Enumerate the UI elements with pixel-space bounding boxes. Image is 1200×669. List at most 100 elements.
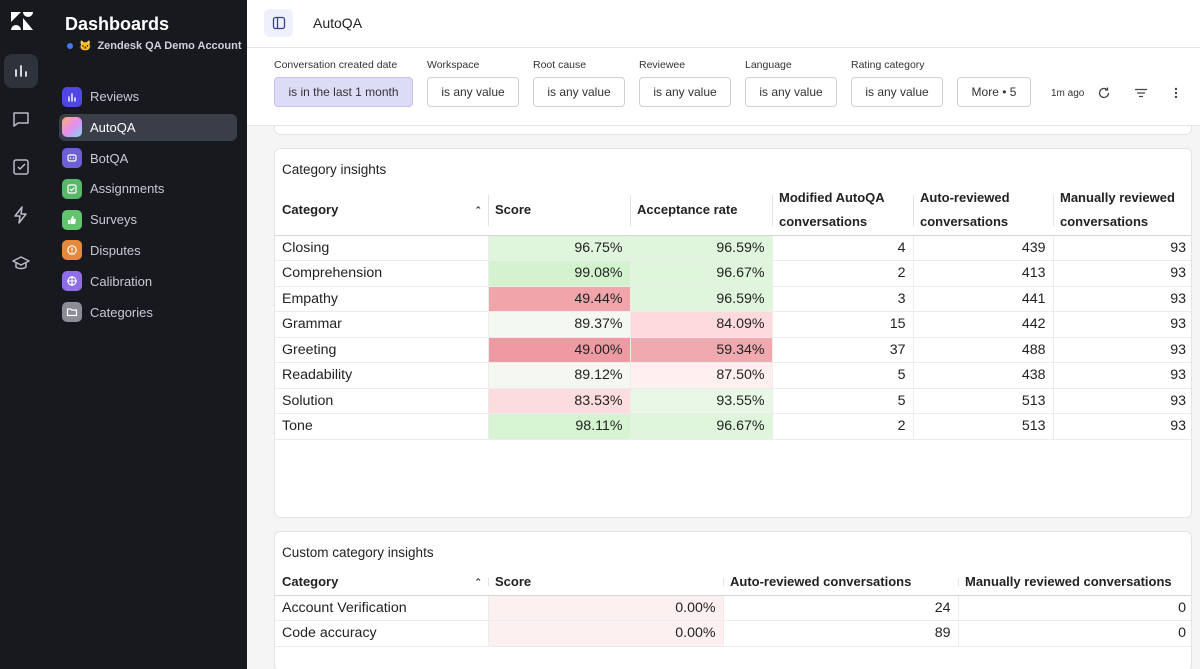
page-title: AutoQA <box>313 15 363 31</box>
column-header-auto-reviewed[interactable]: Auto-reviewed conversations <box>723 569 958 596</box>
sidebar-item-autoqa[interactable]: AutoQA <box>59 113 237 141</box>
account-avatar-icon: 🐱 <box>79 40 92 52</box>
sidebar-item-label: Disputes <box>90 242 141 258</box>
score-cell: 49.44% <box>487 286 630 312</box>
column-header-category[interactable]: Category ⌃ <box>275 186 488 236</box>
score-cell: 49.00% <box>487 337 630 363</box>
sort-asc-icon[interactable]: ⌃ <box>474 205 482 216</box>
category-insights-table: Category ⌃ Score Acceptance rate Modified… <box>275 186 1191 440</box>
folder-icon <box>62 302 82 323</box>
acceptance-rate-cell: 96.59% <box>629 235 772 261</box>
table-row[interactable]: Solution 83.53% 93.55% 5 513 93 <box>275 388 1191 414</box>
acceptance-rate-cell: 59.34% <box>629 337 772 363</box>
table-row[interactable]: Closing 96.75% 96.59% 4 439 93 <box>275 235 1191 261</box>
filter-label: Conversation created date <box>274 59 398 71</box>
column-header-manually-reviewed[interactable]: Manually reviewed conversations <box>1053 186 1191 236</box>
column-header-auto-reviewed[interactable]: Auto-reviewed conversations <box>913 186 1053 236</box>
manually-reviewed-cell: 0 <box>957 620 1191 647</box>
icon-rail <box>0 0 44 669</box>
custom-category-insights-card: Custom category insights Category ⌃ Score… <box>274 531 1192 669</box>
sidebar-item-surveys[interactable]: Surveys <box>59 206 237 233</box>
acceptance-rate-cell: 93.55% <box>629 388 772 414</box>
toggle-sidebar-button[interactable] <box>264 9 293 37</box>
score-cell: 89.12% <box>487 362 630 389</box>
filter-root-cause: Root cause is any value <box>533 59 625 107</box>
sidebar-item-label: Surveys <box>90 212 137 228</box>
score-cell: 0.00% <box>487 595 723 621</box>
sidebar-item-label: Categories <box>90 304 153 320</box>
manually-reviewed-cell: 93 <box>1052 388 1191 414</box>
modified-cell: 5 <box>771 388 913 414</box>
table-row[interactable]: Empathy 49.44% 96.59% 3 441 93 <box>275 286 1191 312</box>
sidebar: Dashboards 🐱 Zendesk QA Demo Account Rev… <box>44 0 247 669</box>
more-filters-button[interactable]: More • 5 <box>957 77 1031 107</box>
manually-reviewed-cell: 93 <box>1052 362 1191 389</box>
sidebar-item-calibration[interactable]: Calibration <box>59 268 237 295</box>
auto-reviewed-cell: 441 <box>912 286 1053 312</box>
bar-chart-icon <box>62 86 82 107</box>
more-options-icon[interactable] <box>1167 84 1185 102</box>
robot-icon <box>62 148 82 169</box>
column-header-acceptance-rate[interactable]: Acceptance rate <box>630 186 772 236</box>
column-header-score[interactable]: Score <box>488 569 723 596</box>
rail-conversations-icon[interactable] <box>4 102 38 136</box>
filter-value-button[interactable]: is any value <box>427 77 519 107</box>
last-updated-text: 1m ago <box>1051 88 1085 99</box>
account-name: Zendesk QA Demo Account <box>97 40 242 52</box>
filter-value-button[interactable]: is any value <box>533 77 625 107</box>
column-header-category[interactable]: Category ⌃ <box>275 569 488 596</box>
sidebar-item-assignments[interactable]: Assignments <box>59 175 237 202</box>
column-header-score[interactable]: Score <box>488 186 630 236</box>
score-cell: 98.11% <box>487 413 630 440</box>
filter-value-button[interactable]: is any value <box>745 77 837 107</box>
status-dot-icon <box>67 43 73 49</box>
filter-conversation-created-date: Conversation created date is in the last … <box>274 59 413 107</box>
filter-rating-category: Rating category is any value <box>851 59 943 107</box>
crosshair-icon <box>62 271 82 292</box>
filter-value-button[interactable]: is any value <box>639 77 731 107</box>
rail-automation-icon[interactable] <box>4 198 38 232</box>
rail-dashboards-icon[interactable] <box>4 54 38 88</box>
rail-tasks-icon[interactable] <box>4 150 38 184</box>
rail-learning-icon[interactable] <box>4 246 38 280</box>
category-cell: Empathy <box>275 286 488 312</box>
filter-bar: Conversation created date is in the last … <box>247 48 1200 126</box>
sort-asc-icon[interactable]: ⌃ <box>474 576 482 587</box>
filter-label: Language <box>745 59 792 71</box>
manually-reviewed-cell: 0 <box>957 595 1191 621</box>
score-cell: 89.37% <box>487 311 630 338</box>
modified-cell: 3 <box>771 286 913 312</box>
sidebar-item-botqa[interactable]: BotQA <box>59 145 237 172</box>
auto-reviewed-cell: 438 <box>912 362 1053 389</box>
table-row[interactable]: Greeting 49.00% 59.34% 37 488 93 <box>275 337 1191 363</box>
table-row[interactable]: Code accuracy 0.00% 89 0 <box>275 620 1191 647</box>
zendesk-logo-icon[interactable] <box>9 9 35 33</box>
sidebar-item-categories[interactable]: Categories <box>59 299 237 326</box>
auto-reviewed-cell: 89 <box>722 620 958 647</box>
score-cell: 83.53% <box>487 388 630 414</box>
auto-reviewed-cell: 513 <box>912 413 1053 440</box>
category-insights-card: Category insights Category ⌃ Score Accept… <box>274 148 1192 518</box>
acceptance-rate-cell: 96.67% <box>629 260 772 287</box>
filter-icon[interactable] <box>1132 84 1150 102</box>
filter-value-button[interactable]: is any value <box>851 77 943 107</box>
table-row[interactable]: Comprehension 99.08% 96.67% 2 413 93 <box>275 260 1191 287</box>
refresh-icon[interactable] <box>1095 84 1113 102</box>
thumbs-up-icon <box>62 209 82 230</box>
acceptance-rate-cell: 96.67% <box>629 413 772 440</box>
table-row[interactable]: Grammar 89.37% 84.09% 15 442 93 <box>275 311 1191 338</box>
column-header-manually-reviewed[interactable]: Manually reviewed conversations <box>958 569 1191 596</box>
column-header-modified[interactable]: Modified AutoQA conversations <box>772 186 913 236</box>
filter-value-button[interactable]: is in the last 1 month <box>274 77 413 107</box>
filter-workspace: Workspace is any value <box>427 59 519 107</box>
table-row[interactable]: Tone 98.11% 96.67% 2 513 93 <box>275 413 1191 440</box>
account-switcher[interactable]: 🐱 Zendesk QA Demo Account <box>67 40 242 52</box>
sidebar-item-reviews[interactable]: Reviews <box>59 83 237 110</box>
table-row[interactable]: Account Verification 0.00% 24 0 <box>275 595 1191 621</box>
table-header-row: Category ⌃ Score Auto-reviewed conversati… <box>275 569 1191 596</box>
table-row[interactable]: Readability 89.12% 87.50% 5 438 93 <box>275 362 1191 389</box>
sidebar-item-disputes[interactable]: Disputes <box>59 237 237 264</box>
auto-reviewed-cell: 442 <box>912 311 1053 338</box>
modified-cell: 2 <box>771 260 913 287</box>
category-cell: Closing <box>275 235 488 261</box>
